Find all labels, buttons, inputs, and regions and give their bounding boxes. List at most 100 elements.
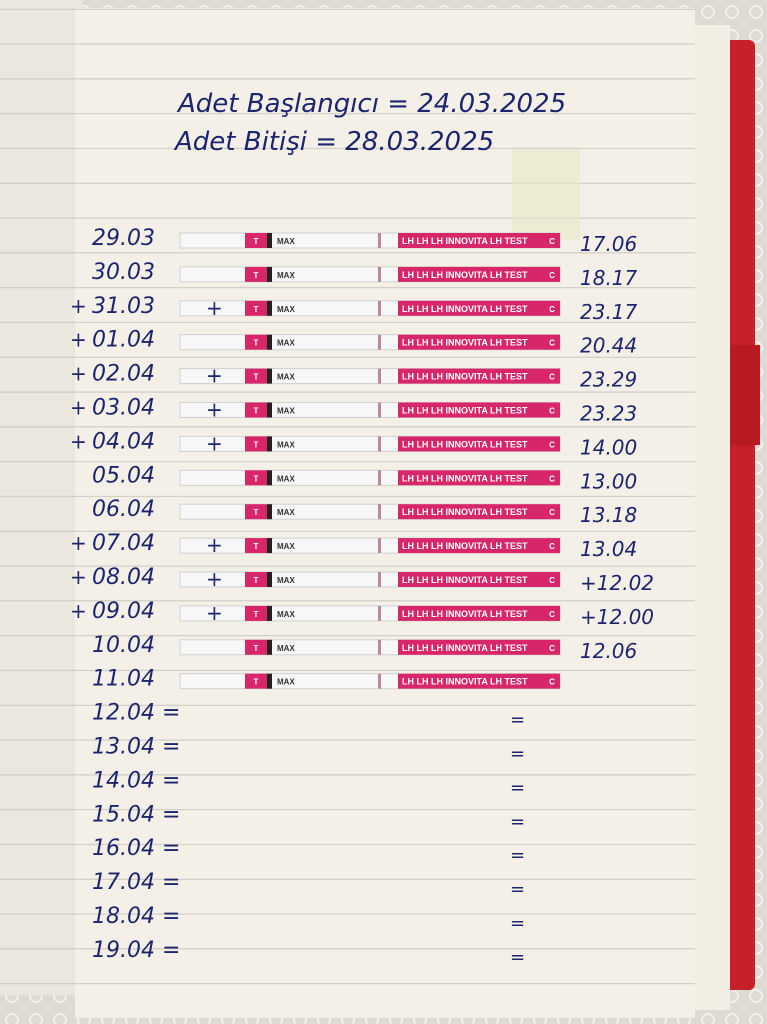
strip-c: C [549, 305, 555, 314]
row-date: 08.04 [92, 565, 155, 590]
strip-t-pad [245, 538, 267, 554]
row-time: +12.00 [580, 605, 654, 629]
row-time: 23.29 [580, 368, 637, 392]
strip-t: T [254, 610, 259, 619]
strip-c: C [549, 508, 555, 517]
strip-mark: + [206, 567, 223, 591]
strip-brand-pad [398, 673, 560, 689]
strip-brand-pad [398, 334, 560, 350]
strip-c: C [549, 678, 555, 687]
row-date: 02.04 [92, 362, 155, 387]
strip-max: MAX [277, 373, 295, 382]
header-line: Adet Başlangıcı = 24.03.2025 [176, 89, 566, 119]
row-date: 09.04 [92, 599, 155, 624]
strip-max: MAX [277, 678, 295, 687]
row-date: 05.04 [92, 463, 155, 488]
strip-max: MAX [277, 610, 295, 619]
strip-c: C [549, 542, 555, 551]
row-date: 06.04 [92, 497, 155, 522]
row-time: 14.00 [580, 435, 637, 459]
header-line: Adet Bitişi = 28.03.2025 [173, 127, 494, 157]
strip-max: MAX [277, 542, 295, 551]
strip-brand: LH LH LH INNOVITA LH TEST [402, 541, 528, 551]
strip-mark: + [206, 398, 223, 422]
strip-brand: LH LH LH INNOVITA LH TEST [402, 575, 528, 585]
row-time: 20.44 [580, 334, 637, 358]
row-time: +12.02 [580, 571, 654, 595]
strip-line [378, 504, 381, 520]
strip-brand-pad [398, 368, 560, 384]
strip-band [267, 639, 272, 655]
strip-max: MAX [277, 237, 295, 246]
strip-line [378, 572, 381, 587]
strip-t-pad [245, 300, 267, 316]
strip-brand: LH LH LH INNOVITA LH TEST [402, 677, 528, 687]
strip-brand: LH LH LH INNOVITA LH TEST [402, 473, 528, 483]
strip-max: MAX [277, 508, 295, 517]
strip-brand: LH LH LH INNOVITA LH TEST [402, 372, 528, 382]
row-prefix: + [70, 599, 87, 623]
strip-t-pad [245, 266, 267, 282]
strip-line [378, 639, 381, 655]
row-date: 13.04 = [92, 735, 180, 760]
strip-line [378, 538, 381, 554]
strip-band [267, 436, 272, 452]
strip-brand: LH LH LH INNOVITA LH TEST [402, 406, 528, 416]
strip-t: T [254, 407, 259, 416]
strip-band [267, 368, 272, 384]
row-date: 19.04 = [92, 938, 180, 963]
left-page-rules [0, 0, 82, 995]
strip-t-pad [245, 334, 267, 350]
row-date: 07.04 [92, 531, 155, 556]
row-date: 17.04 = [92, 870, 180, 895]
row-time: 17.06 [580, 232, 637, 256]
strip-brand-pad [398, 402, 560, 418]
row-time: 13.04 [580, 537, 637, 561]
strip-brand: LH LH LH INNOVITA LH TEST [402, 304, 528, 314]
strip-t: T [254, 373, 259, 382]
tape [512, 150, 580, 240]
row-time: 13.00 [580, 469, 637, 493]
strip-band [267, 266, 272, 282]
strip-c: C [549, 339, 555, 348]
strip-t: T [254, 474, 259, 483]
strip-mark: + [206, 533, 223, 557]
strip-line [378, 436, 381, 452]
strip-band [267, 233, 272, 248]
strip-brand-pad [398, 436, 560, 452]
strip-line [378, 470, 381, 486]
row-date: 14.04 = [92, 768, 180, 793]
strip-line [378, 266, 381, 282]
strip-t-pad [245, 639, 267, 655]
strip-band [267, 300, 272, 316]
row-date: 18.04 = [92, 904, 180, 929]
strip-c: C [549, 271, 555, 280]
strip-max: MAX [277, 339, 295, 348]
strip-max: MAX [277, 407, 295, 416]
strip-band [267, 673, 272, 689]
row-date: 01.04 [92, 328, 155, 353]
strip-brand-pad [398, 605, 560, 621]
strip-c: C [549, 407, 555, 416]
row-mark: = [510, 913, 525, 934]
strip-band [267, 605, 272, 621]
strip-max: MAX [277, 644, 295, 653]
strip-t: T [254, 271, 259, 280]
strip-brand-pad [398, 639, 560, 655]
strip-t-pad [245, 673, 267, 689]
row-prefix: + [70, 328, 87, 352]
row-date: 10.04 [92, 633, 155, 658]
strip-mark: + [206, 296, 223, 320]
strip-max: MAX [277, 440, 295, 449]
strip-line [378, 300, 381, 316]
strip-band [267, 470, 272, 486]
row-prefix: + [70, 531, 87, 555]
strip-c: C [549, 644, 555, 653]
strip-mark: + [206, 431, 223, 455]
strip-c: C [549, 440, 555, 449]
strip-t-pad [245, 436, 267, 452]
strip-band [267, 504, 272, 520]
strip-brand: LH LH LH INNOVITA LH TEST [402, 609, 528, 619]
strip-line [378, 368, 381, 384]
strip-t-pad [245, 504, 267, 520]
